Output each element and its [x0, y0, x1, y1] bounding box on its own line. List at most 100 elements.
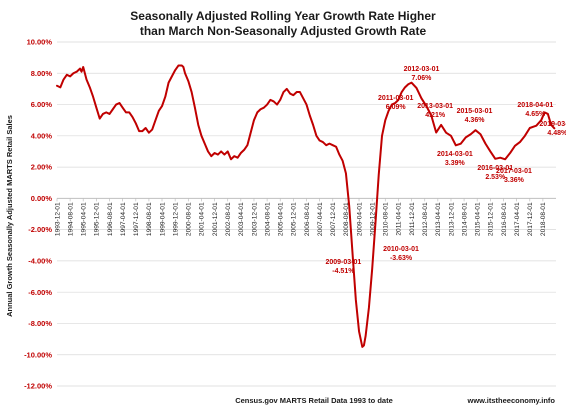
- data-point: [233, 155, 235, 157]
- data-point: [207, 150, 209, 153]
- data-point: [154, 119, 157, 121]
- data-point: [351, 252, 354, 254]
- y-tick-label: -4.00%: [28, 257, 52, 266]
- data-point: [89, 86, 91, 88]
- x-tick-label: 2001-12-01: [212, 202, 219, 236]
- chart-title-line1: Seasonally Adjusted Rolling Year Growth …: [130, 9, 436, 23]
- x-tick-label: 1995-04-01: [81, 202, 88, 236]
- data-point: [363, 344, 365, 346]
- x-tick-label: 2016-08-01: [501, 202, 508, 236]
- annotation-value: 4.65%: [525, 111, 546, 118]
- data-point: [474, 129, 477, 131]
- data-point: [59, 86, 61, 88]
- data-point: [269, 99, 272, 101]
- x-tick-label: 2004-08-01: [264, 202, 271, 236]
- data-point: [460, 143, 462, 145]
- data-point: [371, 268, 373, 270]
- y-tick-label: 4.00%: [31, 131, 53, 140]
- data-point: [164, 96, 166, 98]
- data-point: [240, 152, 242, 154]
- data-point: [410, 82, 413, 84]
- x-tick-label: 2012-08-01: [422, 202, 429, 236]
- annotation-value: 2.53%: [485, 174, 506, 181]
- data-point: [394, 102, 396, 104]
- data-point: [355, 299, 357, 301]
- data-point: [79, 67, 81, 70]
- data-point: [391, 103, 393, 106]
- data-point: [191, 91, 193, 93]
- data-point: [197, 124, 199, 126]
- data-point: [342, 160, 344, 162]
- data-point: [374, 221, 377, 223]
- data-point: [425, 105, 427, 107]
- data-point: [82, 66, 84, 68]
- y-axis-ticks: 10.00% 8.00% 6.00% 4.00% 2.00% 0.00% -2.00% -4.…: [24, 38, 52, 391]
- data-point: [312, 124, 314, 126]
- data-point: [292, 94, 294, 96]
- data-point: [161, 105, 163, 107]
- annotation-value: -3.63%: [390, 255, 413, 262]
- data-point: [338, 153, 340, 156]
- data-point: [335, 146, 337, 148]
- data-point: [499, 157, 501, 159]
- data-point: [227, 150, 229, 153]
- data-point: [171, 75, 173, 77]
- data-point: [420, 97, 423, 99]
- data-point: [404, 86, 406, 88]
- x-tick-label: 2015-04-01: [475, 202, 482, 236]
- x-tick-label: 1999-04-01: [159, 202, 166, 236]
- x-tick-label: 1995-12-01: [94, 202, 101, 236]
- data-point: [92, 96, 94, 98]
- data-point: [509, 152, 511, 154]
- annotation-value: 6.09%: [386, 104, 407, 111]
- annotation-value: 3.39%: [445, 160, 466, 167]
- series-layer: [56, 64, 556, 348]
- y-tick-label: -10.00%: [24, 350, 52, 359]
- data-point: [445, 132, 447, 134]
- data-point: [348, 205, 350, 207]
- data-point: [204, 143, 206, 145]
- data-point: [529, 127, 531, 129]
- y-tick-label: 0.00%: [31, 194, 53, 203]
- data-point: [246, 144, 248, 146]
- data-point: [435, 131, 437, 134]
- data-point: [200, 135, 203, 137]
- data-point: [305, 103, 308, 106]
- data-point: [145, 127, 147, 129]
- data-point: [76, 71, 78, 73]
- data-point: [95, 107, 97, 109]
- x-tick-label: 2000-08-01: [186, 202, 193, 236]
- annotation-date: 2014-03-01: [437, 151, 473, 158]
- data-point: [465, 136, 467, 138]
- data-point: [328, 143, 331, 145]
- annotation-date: 2018-04-01: [517, 102, 553, 109]
- data-point: [141, 130, 143, 132]
- data-point: [148, 132, 150, 134]
- data-point: [282, 91, 285, 93]
- annotation-value: 4.48%: [547, 130, 566, 137]
- data-point: [177, 64, 180, 67]
- data-point: [223, 153, 226, 156]
- data-point: [315, 135, 318, 137]
- annotations: 2009-03-01 -4.51% 2010-03-01 -3.63% 2011-03-…: [325, 66, 566, 275]
- data-point: [309, 114, 311, 117]
- data-point: [151, 128, 153, 131]
- annotation-value: -4.51%: [332, 268, 355, 275]
- chart-title-line2: than March Non-Seasonally Adjusted Growt…: [140, 24, 427, 38]
- data-point: [80, 71, 83, 73]
- data-point: [430, 114, 432, 117]
- data-point: [286, 88, 288, 90]
- data-point: [131, 116, 134, 118]
- data-point: [368, 307, 370, 309]
- annotation-date: 2017-03-01: [496, 168, 532, 175]
- y-tick-label: -6.00%: [28, 288, 52, 297]
- data-point: [319, 139, 321, 142]
- data-point: [99, 118, 101, 120]
- data-point: [237, 157, 239, 159]
- data-point: [543, 111, 546, 113]
- data-point: [514, 145, 516, 147]
- source-note: www.itstheeconomy.info: [466, 396, 555, 405]
- data-point: [407, 83, 409, 85]
- data-point: [72, 72, 74, 74]
